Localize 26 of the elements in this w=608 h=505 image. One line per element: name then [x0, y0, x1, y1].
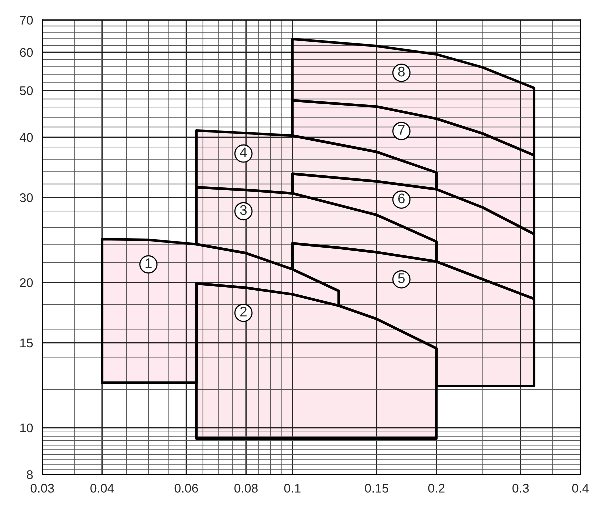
- x-tick-label: 0.08: [234, 484, 258, 493]
- x-tick-label: 0.15: [365, 484, 389, 493]
- x-tick-label: 0.03: [30, 484, 54, 493]
- y-tick-label: 40: [20, 133, 34, 142]
- annotation: 2: [240, 306, 247, 317]
- y-tick-label: 60: [20, 48, 34, 58]
- annotation: 3: [240, 205, 247, 216]
- y-tick-label: 8: [27, 470, 33, 480]
- y-tick-label: 10: [20, 424, 34, 433]
- annotation: 5: [398, 274, 405, 284]
- x-tick-label: 0.4: [572, 484, 589, 493]
- x-tick-label: 0.1: [284, 484, 301, 493]
- x-tick-label: 0.04: [90, 484, 114, 493]
- annotation: 1: [146, 258, 152, 268]
- x-tick-label: 0.06: [174, 484, 198, 493]
- x-tick-label: 0.3: [512, 484, 530, 493]
- annotation: 6: [398, 194, 405, 204]
- annotation: 7: [398, 125, 405, 135]
- y-tick-label: 15: [20, 338, 34, 348]
- annotation: 8: [398, 66, 405, 77]
- y-tick-label: 20: [20, 278, 34, 288]
- x-tick-label: 0.2: [428, 484, 445, 493]
- y-tick-label: 70: [20, 16, 34, 25]
- y-tick-label: 30: [20, 194, 34, 202]
- annotation: 4: [240, 148, 248, 158]
- y-tick-label: 50: [20, 86, 34, 96]
